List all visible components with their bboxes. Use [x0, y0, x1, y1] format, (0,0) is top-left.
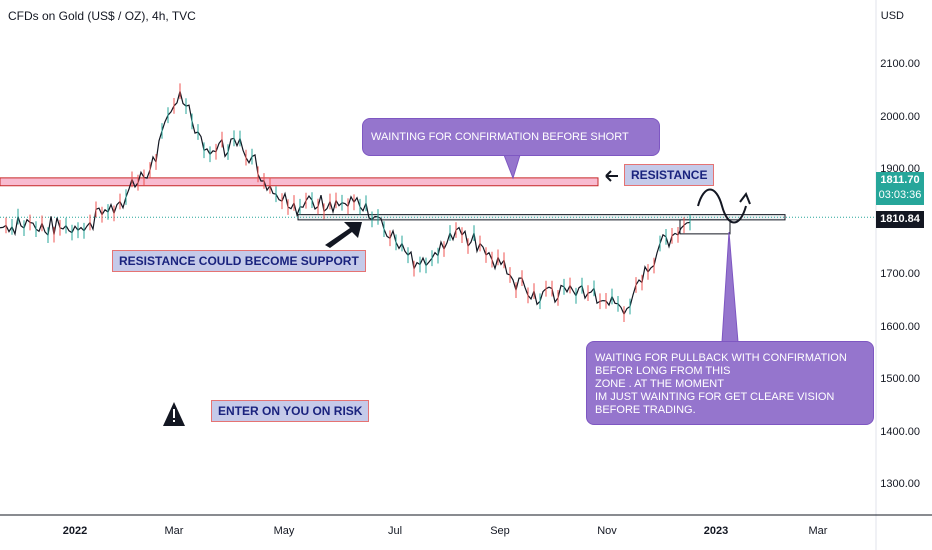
support-arrow-icon	[325, 222, 362, 248]
y-tick-label: 1400.00	[880, 425, 920, 438]
x-tick-label: Nov	[597, 525, 617, 537]
last-price-tag: 1811.70 03:03:36	[876, 172, 924, 205]
risk-label[interactable]: ENTER ON YOU ON RISK	[211, 400, 370, 422]
x-tick-label: 2022	[62, 525, 88, 537]
x-tick-label: Jul	[387, 525, 403, 537]
short-callout-pointer	[503, 154, 521, 180]
long-note-line-2: BEFOR LONG FROM THIS	[595, 365, 731, 377]
support-zone[interactable]	[297, 214, 786, 221]
chart-title: CFDs on Gold (US$ / OZ), 4h, TVC	[8, 9, 196, 23]
x-tick-label: Sep	[490, 525, 510, 537]
arrow-left-icon	[605, 170, 618, 182]
y-tick-label: 1600.00	[880, 320, 920, 333]
wave-arrowhead-icon	[739, 191, 751, 205]
hover-price-tag: 1810.84	[876, 211, 924, 228]
y-tick-label: 1700.00	[880, 268, 920, 280]
countdown-value: 03:03:36	[878, 189, 922, 201]
candles-group	[5, 83, 691, 322]
y-tick-label: 1500.00	[880, 373, 920, 385]
last-price-value: 1811.70	[880, 174, 920, 186]
x-tick-label: 2023	[703, 525, 729, 537]
long-callout-pointer	[721, 231, 739, 343]
long-note-line-3: ZONE . AT THE MOMENT	[595, 378, 724, 390]
long-note-line-4: IM JUST WAINTING FOR GET CLEARE VISION B…	[595, 391, 835, 416]
resistance-label[interactable]: RESISTANCE	[624, 164, 715, 186]
short-zone-callout[interactable]: WAINTING FOR CONFIRMATION BEFORE SHORT F…	[362, 118, 660, 167]
wave-projection	[697, 188, 747, 224]
long-note-line-1: WAITING FOR PULLBACK WITH CONFIRMATION	[595, 352, 847, 364]
long-zone-callout[interactable]: WAITING FOR PULLBACK WITH CONFIRMATION B…	[586, 341, 874, 425]
pullback-box[interactable]	[679, 219, 731, 235]
warning-icon-mark	[173, 409, 175, 418]
y-tick-label: 1300.00	[880, 478, 920, 490]
x-tick-label: Mar	[808, 525, 828, 537]
x-tick-label: May	[273, 525, 295, 537]
resistance-zone[interactable]	[0, 177, 599, 187]
price-series-line	[0, 91, 691, 316]
x-tick-label: Mar	[164, 525, 184, 537]
y-tick-label: 2000.00	[880, 110, 920, 123]
currency-label: USD	[880, 10, 904, 22]
warning-icon-dot	[173, 420, 175, 422]
support-label[interactable]: RESISTANCE COULD BECOME SUPPORT	[112, 250, 366, 272]
y-tick-label: 2100.00	[880, 58, 920, 70]
